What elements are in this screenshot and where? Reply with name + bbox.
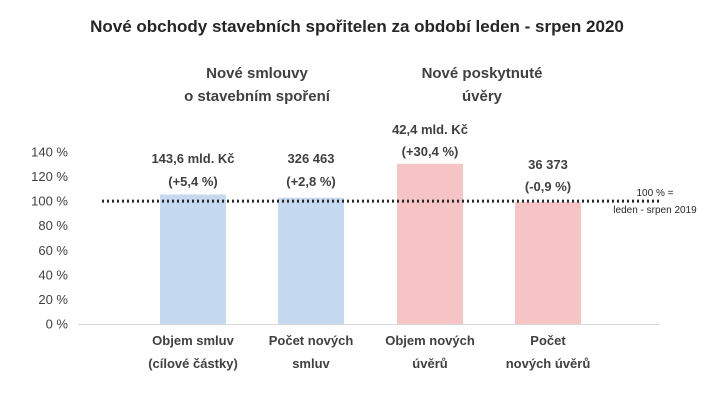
x-tick-label: (cílové částky) (148, 356, 238, 371)
data-label: 326 463 (288, 151, 335, 166)
bar (397, 163, 463, 324)
reference-line-label: leden - srpen 2019 (613, 205, 697, 216)
data-label: (+30,4 %) (402, 144, 459, 159)
x-tick-label: úvěrů (412, 356, 447, 371)
data-label: 42,4 mld. Kč (392, 122, 468, 137)
y-tick-label: 0 % (46, 317, 69, 332)
y-tick-label: 100 % (31, 194, 68, 209)
group-heading-line: Nové smlouvy (206, 65, 308, 82)
data-label: (+5,4 %) (168, 174, 218, 189)
group-heading-loans: Nové poskytnuté úvěry (372, 62, 592, 108)
group-heading-line: Nové poskytnuté (421, 65, 543, 82)
bar (278, 197, 344, 324)
y-tick-label: 120 % (31, 169, 68, 184)
y-tick-label: 20 % (38, 292, 68, 307)
data-label: 143,6 mld. Kč (151, 151, 234, 166)
y-tick-label: 40 % (38, 267, 68, 282)
x-tick-label: Objem nových (385, 333, 475, 348)
bar (515, 202, 581, 324)
data-label: (-0,9 %) (525, 179, 571, 194)
reference-line-label: 100 % = (637, 188, 674, 199)
x-tick-label: Počet nových (269, 333, 354, 348)
x-tick-label: nových úvěrů (506, 356, 591, 371)
group-heading-line: úvěry (461, 88, 503, 105)
x-tick-label: Počet (530, 333, 566, 348)
y-tick-label: 140 % (31, 145, 68, 160)
group-heading-contracts: Nové smlouvy o stavebním spoření (147, 62, 367, 108)
x-tick-label: Objem smluv (152, 333, 234, 348)
chart-title: Nové obchody stavebních spořitelen za ob… (90, 17, 624, 36)
bar (160, 194, 226, 324)
data-label: (+2,8 %) (286, 174, 336, 189)
y-tick-label: 80 % (38, 218, 68, 233)
y-tick-label: 60 % (38, 243, 68, 258)
group-heading-line: o stavebním spoření (184, 88, 330, 105)
x-tick-label: smluv (292, 356, 330, 371)
data-label: 36 373 (528, 157, 568, 172)
